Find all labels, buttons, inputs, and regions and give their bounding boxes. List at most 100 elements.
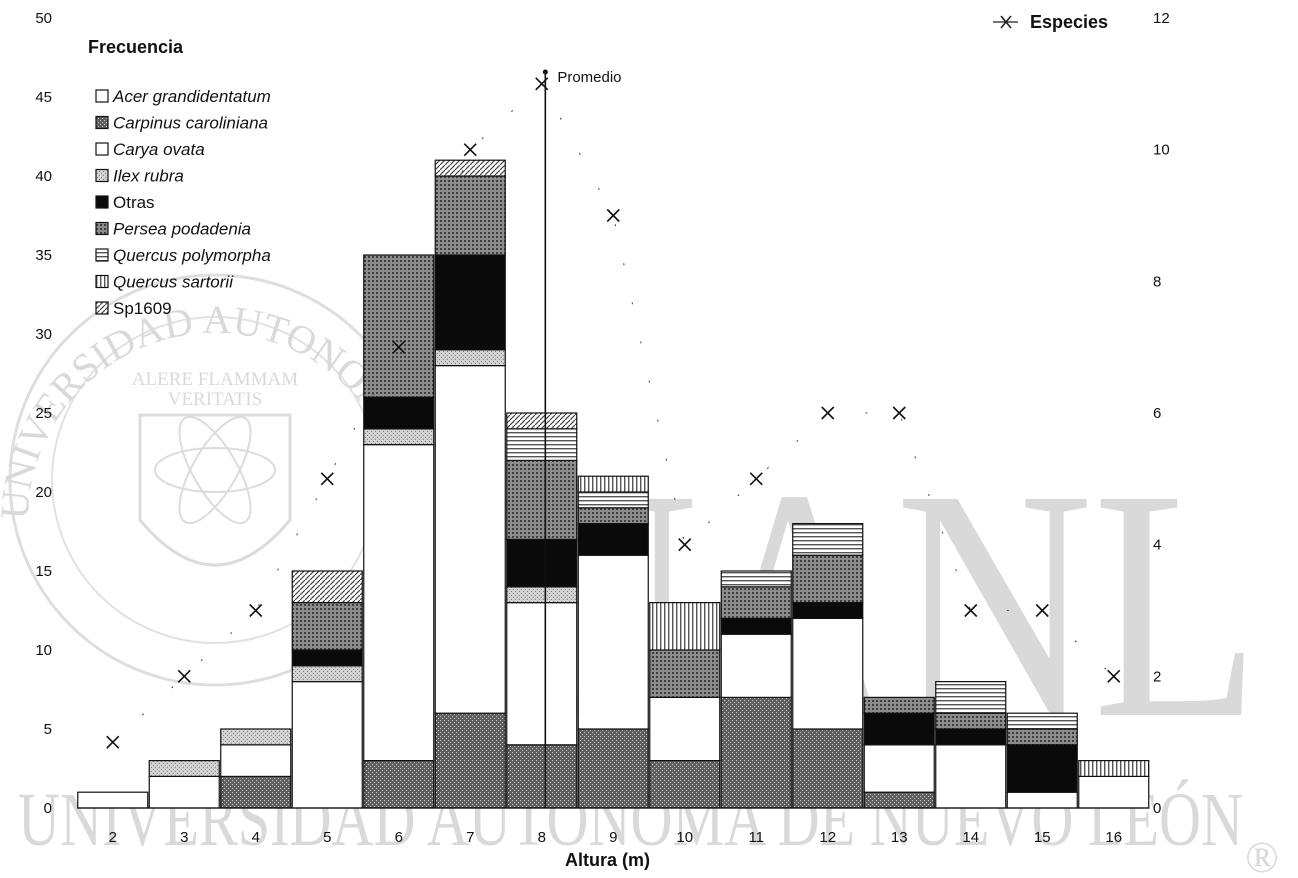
species-point <box>606 208 620 223</box>
x-tick-label: 2 <box>109 829 117 846</box>
bar-segment <box>363 396 435 430</box>
y2-tick-label: 2 <box>1153 668 1161 685</box>
promedio-label: Promedio <box>557 69 621 86</box>
species-point <box>535 77 549 91</box>
bar-segment <box>577 728 649 809</box>
bar-segment <box>577 491 649 509</box>
bar-segment <box>792 617 864 730</box>
bar-segment <box>506 459 578 540</box>
y2-tick-label: 6 <box>1153 405 1161 422</box>
species-point <box>463 143 477 157</box>
bar-segment <box>506 586 578 604</box>
legend-entry: Otras <box>113 193 155 212</box>
bar-segment <box>720 617 792 635</box>
x-tick-label: 3 <box>180 829 188 846</box>
bar-segment <box>649 649 721 699</box>
species-point <box>964 603 978 618</box>
bar-segment <box>577 475 649 493</box>
legend-swatch <box>95 195 109 209</box>
legend-entry: Sp1609 <box>113 299 172 318</box>
legend-entry: Quercus polymorpha <box>113 246 271 265</box>
bar-segment <box>1006 791 1078 809</box>
bar-segment <box>434 712 506 809</box>
y-tick-label: 30 <box>35 326 52 343</box>
bar-segment <box>434 254 506 351</box>
species-point <box>392 340 406 354</box>
bar-segment <box>291 665 363 683</box>
y-tick-label: 10 <box>35 642 52 659</box>
y2-tick-label: 0 <box>1153 800 1161 817</box>
bar-segment <box>434 175 506 256</box>
bar-segment <box>291 680 363 809</box>
x-axis-label: Altura (m) <box>565 850 650 870</box>
bar-segment <box>1078 759 1150 777</box>
legend-swatch <box>95 168 109 183</box>
species-layer <box>106 77 1121 749</box>
bar-segment <box>792 554 864 604</box>
bar-segment <box>720 633 792 699</box>
legend-swatch <box>95 301 109 315</box>
legend-swatch <box>95 274 109 289</box>
bar-segment <box>291 601 363 651</box>
y2-tick-label: 8 <box>1153 273 1161 290</box>
bar-segment <box>220 744 292 777</box>
bar-segment <box>506 538 578 588</box>
species-legend: Especies <box>993 12 1108 32</box>
legend-entry: Acer grandidentatum <box>112 87 271 106</box>
species-point <box>678 538 692 552</box>
seal-atom-orbit <box>178 415 252 525</box>
bar-segment <box>792 728 864 809</box>
y2-tick-label: 12 <box>1153 10 1170 27</box>
species-point <box>177 669 191 683</box>
y-tick-label: 20 <box>35 484 52 501</box>
bar-segment <box>434 349 506 367</box>
bar-segment <box>506 428 578 461</box>
y-tick-label: 45 <box>35 89 52 106</box>
legend-entry: Ilex rubra <box>113 167 184 186</box>
bar-segment <box>649 601 721 651</box>
legend-swatch <box>95 248 109 262</box>
bar-segment <box>434 365 506 714</box>
y-tick-label: 15 <box>35 563 52 580</box>
bar-segment <box>935 728 1007 746</box>
y-axis-label: Frecuencia <box>88 37 184 57</box>
bar-segment <box>220 775 292 809</box>
bar-segment <box>935 744 1007 809</box>
x-tick-label: 10 <box>676 829 693 846</box>
bar-segment <box>720 586 792 619</box>
legend-entry: Quercus sartorii <box>113 273 234 292</box>
legend-entry: Carpinus caroliniana <box>113 114 268 133</box>
registered-mark: ® <box>1245 833 1278 878</box>
bar-segment <box>792 522 864 556</box>
x-tick-label: 5 <box>323 829 331 846</box>
y2-tick-label: 4 <box>1153 537 1161 554</box>
bar-segment <box>1006 744 1078 793</box>
bar-segment <box>649 696 721 762</box>
x-tick-label: 4 <box>252 829 260 846</box>
seal-motto-line1: ALERE FLAMMAM <box>132 369 298 390</box>
species-point <box>249 603 263 618</box>
bar-segment <box>363 254 435 398</box>
y2-tick-label: 10 <box>1153 142 1170 159</box>
bar-segment <box>1006 712 1078 730</box>
y-tick-label: 25 <box>35 405 52 422</box>
y-tick-label: 50 <box>35 10 52 27</box>
bar-segment <box>863 744 935 793</box>
species-point <box>320 472 334 486</box>
bar-segment <box>577 554 649 730</box>
bar-segment <box>577 522 649 556</box>
seal-motto-line2: VERITATIS <box>168 389 263 410</box>
x-tick-label: 12 <box>819 829 836 846</box>
legend-entry: Carya ovata <box>113 140 205 159</box>
legend-swatch <box>95 89 109 103</box>
x-tick-label: 14 <box>962 829 979 846</box>
species-point <box>749 472 763 486</box>
legend-entry: Persea podadenia <box>113 220 251 239</box>
x-tick-label: 9 <box>609 829 617 846</box>
y-tick-label: 35 <box>35 247 52 264</box>
x-tick-label: 7 <box>466 829 474 846</box>
bar-segment <box>720 570 792 588</box>
species-point <box>821 406 835 420</box>
legend: Acer grandidentatum Carpinus caroliniana C… <box>95 87 271 318</box>
